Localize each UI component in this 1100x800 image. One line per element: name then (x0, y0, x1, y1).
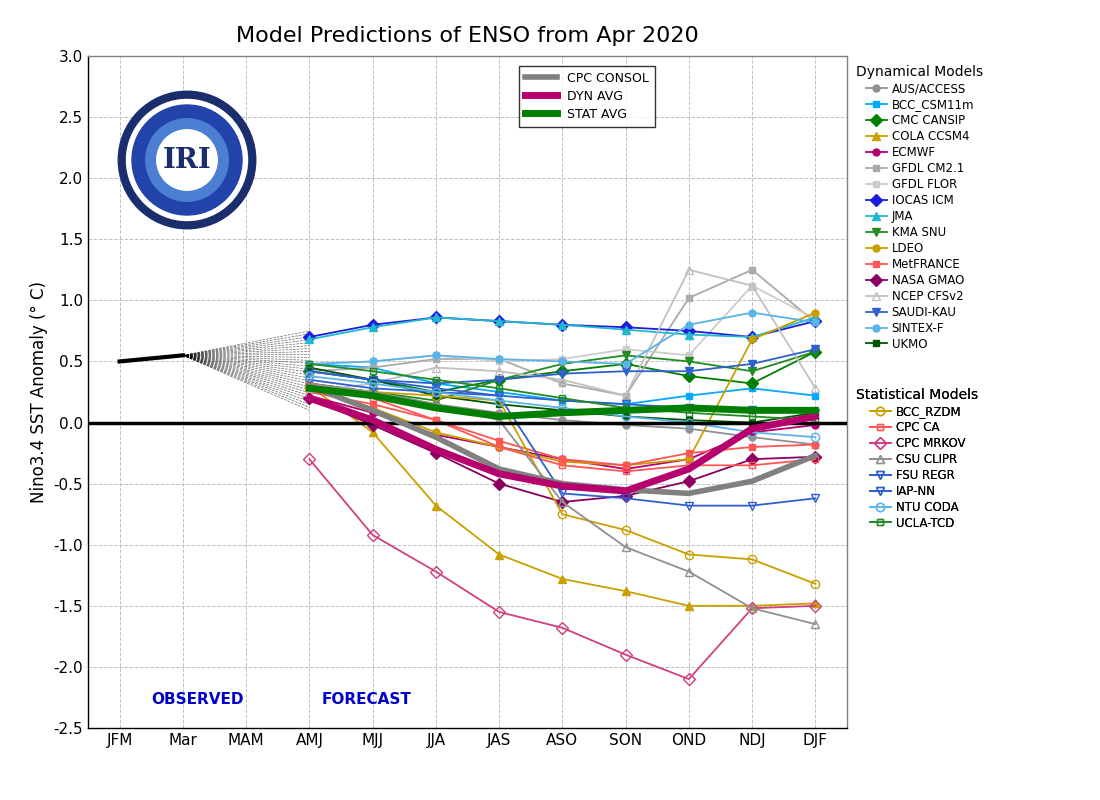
Circle shape (126, 99, 248, 221)
Text: FORECAST: FORECAST (322, 691, 411, 706)
Y-axis label: Nino3.4 SST Anomaly (° C): Nino3.4 SST Anomaly (° C) (30, 281, 48, 503)
Text: IRI: IRI (163, 146, 211, 174)
Circle shape (145, 118, 229, 202)
Circle shape (119, 91, 255, 229)
Circle shape (156, 130, 218, 190)
Legend: BCC_RZDM, CPC CA, CPC MRKOV, CSU CLIPR, FSU REGR, IAP-NN, NTU CODA, UCLA-TCD: BCC_RZDM, CPC CA, CPC MRKOV, CSU CLIPR, … (852, 385, 982, 533)
Title: Model Predictions of ENSO from Apr 2020: Model Predictions of ENSO from Apr 2020 (236, 26, 698, 46)
Circle shape (132, 105, 242, 215)
Text: OBSERVED: OBSERVED (152, 691, 244, 706)
